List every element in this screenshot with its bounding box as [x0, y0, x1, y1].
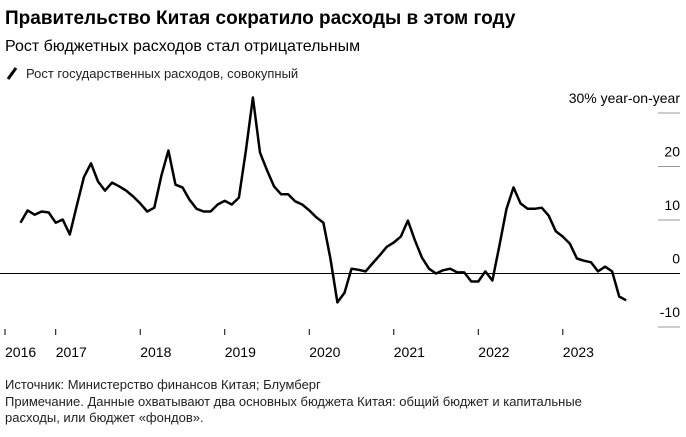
- x-tick-label: 2016: [5, 344, 36, 360]
- x-tick-label: 2022: [478, 344, 509, 360]
- legend-label: Рост государственных расходов, совокупны…: [26, 66, 298, 81]
- x-tick-label: 2020: [309, 344, 340, 360]
- chart-title: Правительство Китая сократило расходы в …: [5, 8, 516, 29]
- y-tick-label: 30% year-on-year: [569, 90, 681, 106]
- x-tick-label: 2018: [140, 344, 171, 360]
- x-tick-label: 2023: [563, 344, 594, 360]
- y-tick-label: 0: [672, 251, 680, 267]
- y-tick-label: -10: [660, 304, 680, 320]
- chart-subtitle: Рост бюджетных расходов стал отрицательн…: [5, 38, 360, 55]
- y-tick-label: 10: [664, 197, 680, 213]
- data-line: [19, 96, 627, 304]
- y-tick-label: 20: [664, 144, 680, 160]
- x-tick-label: 2021: [394, 344, 425, 360]
- source-note: Источник: Министерство финансов Китая; Б…: [5, 377, 321, 392]
- x-tick-label: 2019: [225, 344, 256, 360]
- legend-swatch: [6, 67, 18, 80]
- footnote: Примечание. Данные охватывают два основн…: [5, 394, 582, 409]
- x-tick-label: 2017: [56, 344, 87, 360]
- footnote: расходы, или бюджет «фондов».: [5, 410, 204, 425]
